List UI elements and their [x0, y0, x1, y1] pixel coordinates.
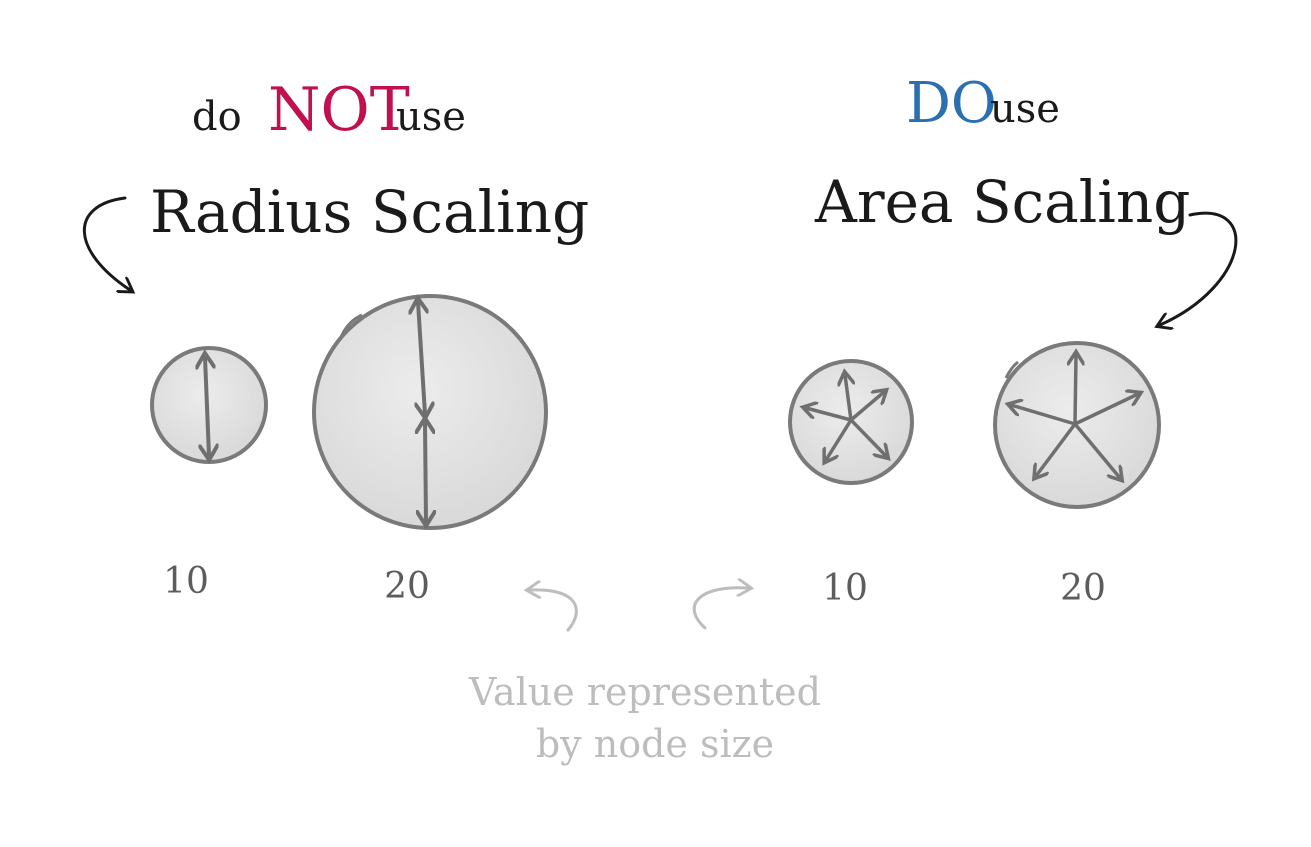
right-title: Area Scaling — [814, 168, 1190, 236]
value-label-area-20: 20 — [1060, 568, 1106, 609]
circle-sketch-stroke — [1004, 360, 1019, 379]
caption-arrow-left — [530, 590, 578, 632]
area-circle-10 — [788, 359, 914, 485]
left-pointer-arrow — [82, 196, 130, 290]
area-circle-20 — [993, 341, 1161, 509]
radius-arrow — [425, 422, 426, 522]
left-heading-prefix: do — [192, 94, 242, 140]
caption-line-2: by node size — [536, 722, 774, 766]
left-heading-suffix: use — [396, 94, 466, 140]
right-pointer-arrow — [1160, 211, 1238, 325]
right-heading-emphasis: DO — [906, 71, 997, 136]
radius-arrow — [418, 302, 425, 414]
radius-arrow — [205, 357, 209, 456]
caption-line-1: Value represented — [468, 670, 821, 714]
value-label-radius-20: 20 — [384, 566, 430, 607]
circle-sketch-stroke — [338, 313, 363, 341]
value-label-area-10: 10 — [822, 568, 868, 609]
left-title: Radius Scaling — [150, 178, 589, 246]
value-label-radius-10: 10 — [163, 561, 209, 602]
caption-arrow-right — [692, 588, 748, 630]
radius-circle-20 — [312, 294, 548, 530]
radius-circle-10 — [150, 346, 268, 464]
left-heading-emphasis: NOT — [268, 75, 410, 145]
right-heading-suffix: use — [990, 86, 1060, 132]
